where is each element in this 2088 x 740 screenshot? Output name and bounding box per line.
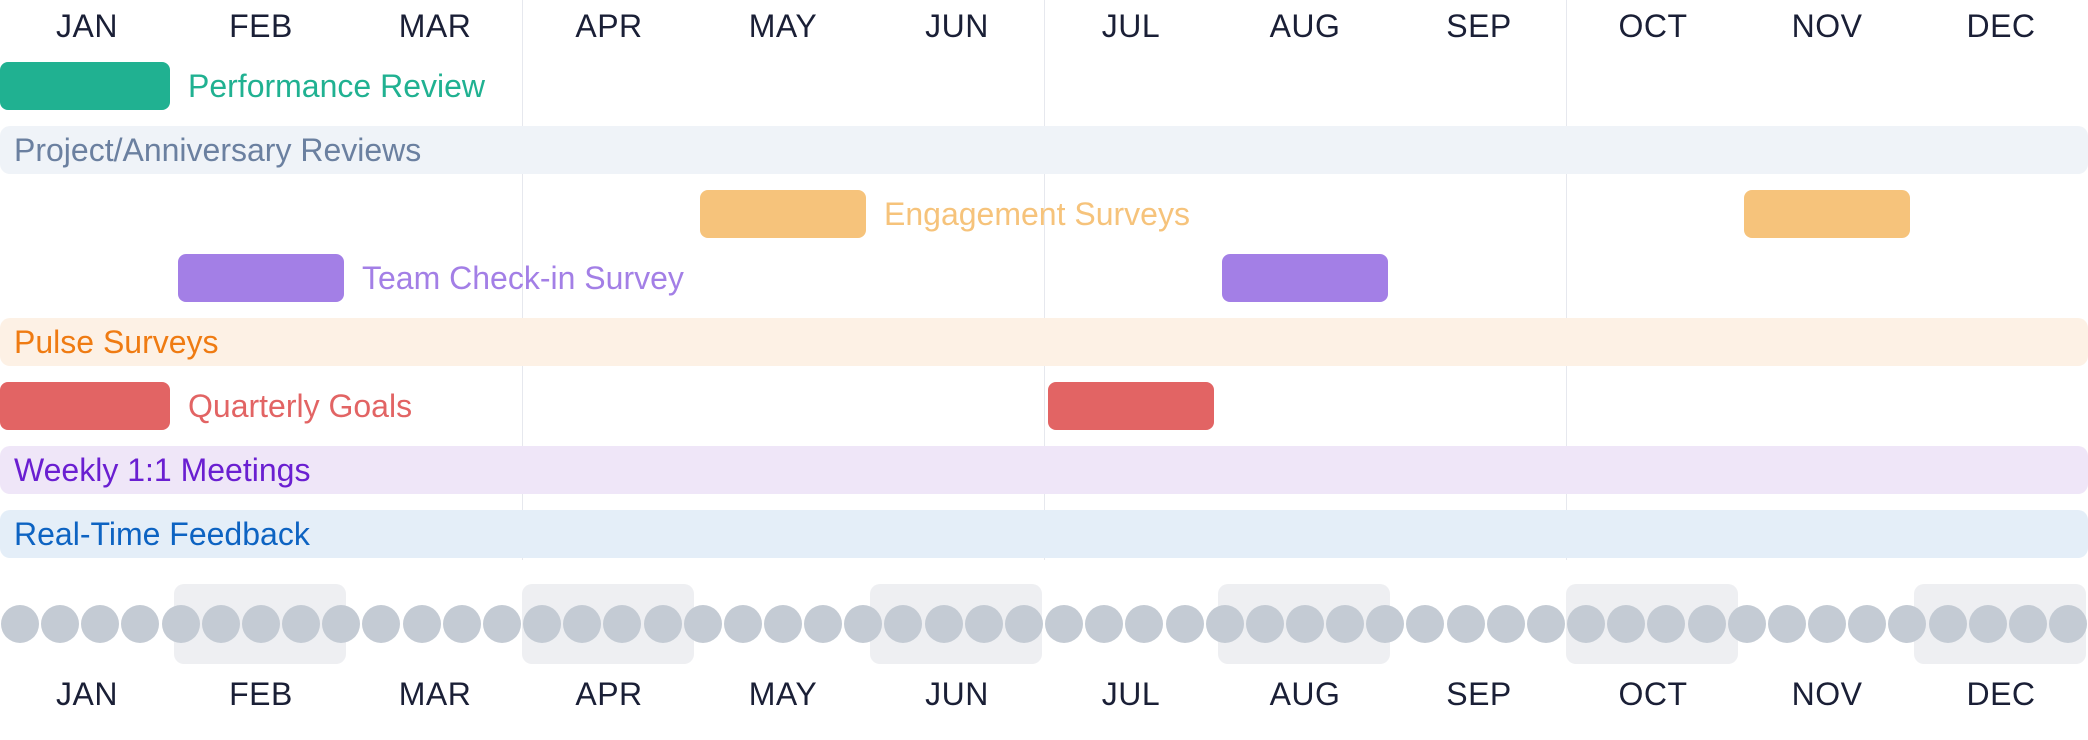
team-check-in-survey-bar bbox=[178, 254, 344, 302]
week-dot bbox=[362, 605, 401, 643]
performance-review-label: Performance Review bbox=[188, 68, 485, 104]
week-dot bbox=[322, 605, 361, 643]
week-dot bbox=[1687, 605, 1726, 643]
pulse-surveys-band bbox=[0, 318, 2088, 366]
week-dot bbox=[1085, 605, 1124, 643]
week-dot bbox=[2049, 605, 2087, 643]
week-dot bbox=[201, 605, 240, 643]
week-dot bbox=[924, 605, 963, 643]
quarter-gridline bbox=[1566, 0, 1567, 560]
week-dot bbox=[1567, 605, 1606, 643]
top-month-jun: JUN bbox=[925, 8, 989, 44]
bottom-month-aug: AUG bbox=[1269, 676, 1341, 712]
bottom-month-nov: NOV bbox=[1791, 676, 1863, 712]
week-dot bbox=[1004, 605, 1043, 643]
bottom-month-jul: JUL bbox=[1101, 676, 1161, 712]
bottom-month-mar: MAR bbox=[398, 676, 472, 712]
week-dot bbox=[643, 605, 682, 643]
top-month-apr: APR bbox=[575, 8, 643, 44]
real-time-feedback-label: Real-Time Feedback bbox=[14, 516, 310, 552]
week-dot bbox=[1928, 605, 1967, 643]
week-dot bbox=[523, 605, 562, 643]
top-month-aug: AUG bbox=[1269, 8, 1341, 44]
week-dot bbox=[241, 605, 280, 643]
week-dot bbox=[282, 605, 321, 643]
pulse-surveys-label: Pulse Surveys bbox=[14, 324, 219, 360]
week-dot bbox=[1607, 605, 1646, 643]
week-dot bbox=[442, 605, 481, 643]
week-dot bbox=[1286, 605, 1325, 643]
week-dot bbox=[603, 605, 642, 643]
bottom-month-sep: SEP bbox=[1446, 676, 1512, 712]
team-check-in-survey-label: Team Check-in Survey bbox=[362, 260, 684, 296]
project-anniversary-reviews-label: Project/Anniversary Reviews bbox=[14, 132, 422, 168]
quarter-gridline bbox=[1044, 0, 1045, 560]
week-dot bbox=[1848, 605, 1887, 643]
week-dot bbox=[1446, 605, 1485, 643]
week-dot bbox=[482, 605, 521, 643]
week-dot bbox=[1045, 605, 1084, 643]
top-month-mar: MAR bbox=[398, 8, 472, 44]
bottom-month-may: MAY bbox=[748, 676, 818, 712]
week-dot bbox=[1366, 605, 1405, 643]
week-dot bbox=[683, 605, 722, 643]
bottom-month-dec: DEC bbox=[1966, 676, 2036, 712]
week-dot bbox=[563, 605, 602, 643]
real-time-feedback-band bbox=[0, 510, 2088, 558]
week-dot bbox=[41, 605, 80, 643]
week-dot bbox=[884, 605, 923, 643]
quarter-gridline bbox=[522, 0, 523, 560]
week-dot bbox=[1888, 605, 1927, 643]
week-dot bbox=[1767, 605, 1806, 643]
top-month-may: MAY bbox=[748, 8, 818, 44]
engagement-surveys-label: Engagement Surveys bbox=[884, 196, 1190, 232]
week-dot bbox=[804, 605, 843, 643]
weekly-1-1-meetings-label: Weekly 1:1 Meetings bbox=[14, 452, 311, 488]
week-dot bbox=[844, 605, 883, 643]
week-dot bbox=[1, 605, 39, 643]
week-dot bbox=[1647, 605, 1686, 643]
week-dot bbox=[121, 605, 160, 643]
week-dot bbox=[1165, 605, 1204, 643]
bottom-month-jun: JUN bbox=[925, 676, 989, 712]
performance-review-bar bbox=[0, 62, 170, 110]
bottom-month-apr: APR bbox=[575, 676, 643, 712]
quarterly-goals-label: Quarterly Goals bbox=[188, 388, 413, 424]
team-check-in-survey-bar bbox=[1222, 254, 1388, 302]
top-month-nov: NOV bbox=[1791, 8, 1863, 44]
quarterly-goals-bar bbox=[1048, 382, 1214, 430]
week-dot bbox=[1526, 605, 1565, 643]
week-dot bbox=[1406, 605, 1445, 643]
week-dot bbox=[1125, 605, 1164, 643]
week-dot bbox=[402, 605, 441, 643]
engagement-surveys-bar bbox=[1744, 190, 1910, 238]
week-dot bbox=[1727, 605, 1766, 643]
week-dot bbox=[81, 605, 120, 643]
week-dot bbox=[1968, 605, 2007, 643]
quarterly-goals-bar bbox=[0, 382, 170, 430]
top-month-dec: DEC bbox=[1966, 8, 2036, 44]
top-month-oct: OCT bbox=[1618, 8, 1688, 44]
week-dot bbox=[1486, 605, 1525, 643]
top-month-jan: JAN bbox=[56, 8, 118, 44]
top-month-sep: SEP bbox=[1446, 8, 1512, 44]
week-dot bbox=[723, 605, 762, 643]
week-dot bbox=[1245, 605, 1284, 643]
week-dot bbox=[2008, 605, 2047, 643]
weekly-1-1-meetings-band bbox=[0, 446, 2088, 494]
bottom-month-oct: OCT bbox=[1618, 676, 1688, 712]
week-dot bbox=[1326, 605, 1365, 643]
week-dot bbox=[964, 605, 1003, 643]
bottom-month-feb: FEB bbox=[229, 676, 293, 712]
top-month-jul: JUL bbox=[1101, 8, 1161, 44]
top-month-feb: FEB bbox=[229, 8, 293, 44]
week-dot bbox=[1808, 605, 1847, 643]
project-anniversary-reviews-band bbox=[0, 126, 2088, 174]
week-dot bbox=[161, 605, 200, 643]
week-dot bbox=[763, 605, 802, 643]
engagement-surveys-bar bbox=[700, 190, 866, 238]
week-dot bbox=[1205, 605, 1244, 643]
bottom-month-jan: JAN bbox=[56, 676, 118, 712]
